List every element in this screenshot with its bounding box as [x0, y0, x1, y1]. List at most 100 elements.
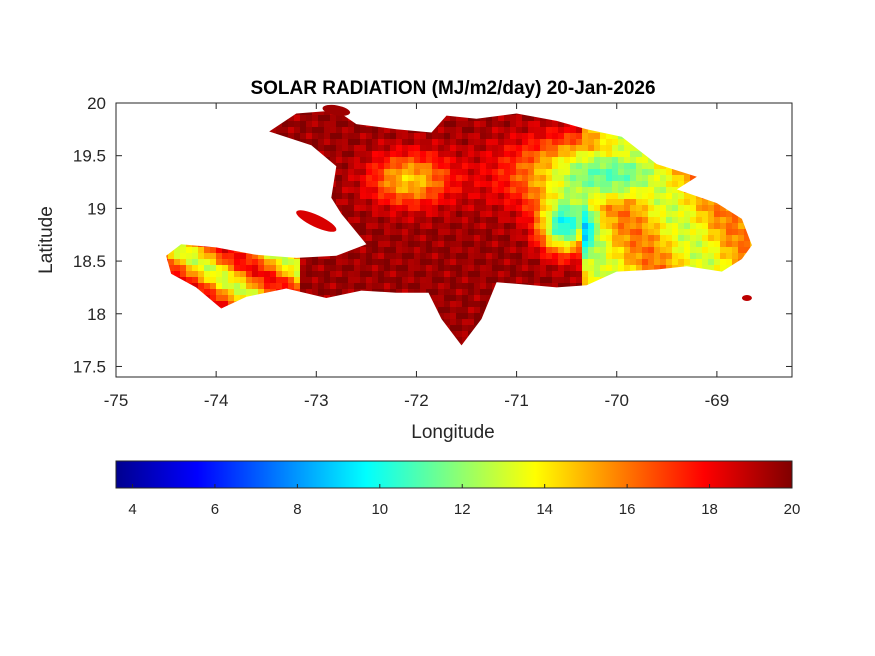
- heatmap-cell: [594, 157, 600, 163]
- heatmap-cell: [582, 223, 588, 229]
- heatmap-cell: [426, 139, 432, 145]
- heatmap-cell: [510, 133, 516, 139]
- heatmap-cell: [396, 139, 402, 145]
- heatmap-cell: [540, 259, 546, 265]
- heatmap-cell: [516, 277, 522, 283]
- heatmap-cell: [714, 217, 720, 223]
- heatmap-cell: [402, 187, 408, 193]
- heatmap-cell: [546, 247, 552, 253]
- heatmap-cell: [564, 145, 570, 151]
- heatmap-cell: [438, 169, 444, 175]
- heatmap-cell: [516, 199, 522, 205]
- heatmap-cell: [720, 265, 726, 271]
- heatmap-cell: [564, 133, 570, 139]
- heatmap-cell: [426, 217, 432, 223]
- heatmap-cell: [594, 175, 600, 181]
- heatmap-cell: [480, 253, 486, 259]
- heatmap-cell: [480, 127, 486, 133]
- heatmap-cell: [300, 121, 306, 127]
- heatmap-cell: [204, 253, 210, 259]
- heatmap-cell: [288, 121, 294, 127]
- heatmap-cell: [456, 145, 462, 151]
- heatmap-cell: [522, 217, 528, 223]
- heatmap-cell: [510, 187, 516, 193]
- heatmap-cell: [420, 157, 426, 163]
- heatmap-cell: [546, 187, 552, 193]
- heatmap-cell: [342, 175, 348, 181]
- heatmap-cell: [366, 163, 372, 169]
- heatmap-cell: [486, 139, 492, 145]
- heatmap-cell: [534, 187, 540, 193]
- heatmap-cell: [378, 151, 384, 157]
- heatmap-cell: [504, 133, 510, 139]
- heatmap-cell: [510, 223, 516, 229]
- heatmap-cell: [396, 169, 402, 175]
- heatmap-cell: [612, 151, 618, 157]
- heatmap-cell: [450, 205, 456, 211]
- heatmap-cell: [492, 241, 498, 247]
- heatmap-cell: [504, 241, 510, 247]
- heatmap-cell: [558, 283, 564, 289]
- heatmap-cell: [480, 235, 486, 241]
- heatmap-cell: [354, 199, 360, 205]
- heatmap-cell: [492, 121, 498, 127]
- heatmap-cell: [426, 199, 432, 205]
- heatmap-cell: [432, 181, 438, 187]
- heatmap-cell: [378, 205, 384, 211]
- heatmap-cell: [468, 163, 474, 169]
- heatmap-cell: [570, 241, 576, 247]
- heatmap-cell: [342, 157, 348, 163]
- heatmap-cell: [168, 259, 174, 265]
- heatmap-cell: [630, 259, 636, 265]
- heatmap-cell: [576, 265, 582, 271]
- heatmap-cell: [384, 229, 390, 235]
- heatmap-cell: [438, 199, 444, 205]
- heatmap-cell: [408, 259, 414, 265]
- heatmap-cell: [678, 181, 684, 187]
- heatmap-cell: [474, 157, 480, 163]
- heatmap-cell: [462, 169, 468, 175]
- heatmap-cell: [576, 247, 582, 253]
- heatmap-cell: [438, 193, 444, 199]
- heatmap-cell: [654, 205, 660, 211]
- heatmap-cell: [486, 229, 492, 235]
- heatmap-cell: [534, 127, 540, 133]
- heatmap-cell: [642, 241, 648, 247]
- heatmap-cell: [606, 145, 612, 151]
- heatmap-cell: [462, 283, 468, 289]
- heatmap-cell: [234, 277, 240, 283]
- heatmap-cell: [624, 217, 630, 223]
- heatmap-cell: [474, 307, 480, 313]
- heatmap-cell: [498, 115, 504, 121]
- heatmap-cell: [414, 289, 420, 295]
- heatmap-cell: [594, 151, 600, 157]
- heatmap-cell: [420, 253, 426, 259]
- heatmap-cell: [498, 163, 504, 169]
- heatmap-cell: [324, 127, 330, 133]
- heatmap-cell: [462, 127, 468, 133]
- heatmap-cell: [354, 157, 360, 163]
- heatmap-cell: [474, 187, 480, 193]
- heatmap-cell: [372, 265, 378, 271]
- heatmap-cell: [654, 187, 660, 193]
- heatmap-cell: [384, 151, 390, 157]
- heatmap-cell: [486, 121, 492, 127]
- heatmap-cell: [318, 259, 324, 265]
- heatmap-cell: [720, 205, 726, 211]
- heatmap-cell: [600, 193, 606, 199]
- heatmap-cell: [642, 175, 648, 181]
- heatmap-cell: [648, 217, 654, 223]
- heatmap-cell: [420, 211, 426, 217]
- heatmap-cell: [522, 235, 528, 241]
- heatmap-cell: [558, 217, 564, 223]
- heatmap-cell: [390, 187, 396, 193]
- heatmap-cell: [408, 265, 414, 271]
- heatmap-cell: [522, 151, 528, 157]
- heatmap-cell: [696, 229, 702, 235]
- heatmap-cell: [660, 187, 666, 193]
- heatmap-cell: [384, 259, 390, 265]
- heatmap-cell: [516, 169, 522, 175]
- heatmap-cell: [390, 253, 396, 259]
- heatmap-cell: [390, 139, 396, 145]
- heatmap-cell: [480, 151, 486, 157]
